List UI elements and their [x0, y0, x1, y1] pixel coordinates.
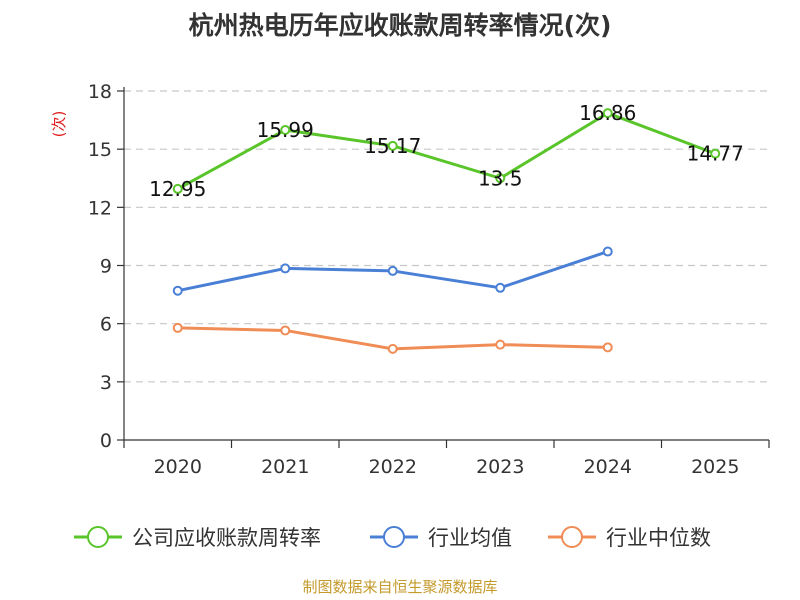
x-tick-label: 2022: [369, 456, 417, 478]
axes: 0 3 6 9 12 15 18 2020 2021 2022 2023 2024 2025: [88, 81, 770, 478]
data-point[interactable]: [602, 108, 613, 119]
x-tick-label: 2025: [691, 456, 739, 478]
data-label: 15.17: [364, 134, 421, 158]
y-tick-label: 3: [100, 372, 112, 394]
y-tick-label: 6: [100, 314, 112, 336]
data-point[interactable]: [172, 322, 183, 333]
data-point[interactable]: [280, 325, 291, 336]
data-point[interactable]: [172, 285, 183, 296]
data-point[interactable]: [387, 265, 398, 276]
data-point[interactable]: [710, 148, 721, 159]
chart-title: 杭州热电历年应收账款周转率情况(次): [188, 11, 612, 40]
data-label: 12.95: [149, 177, 206, 201]
legend-label[interactable]: 行业均值: [428, 526, 512, 550]
data-label: 14.77: [687, 142, 744, 166]
y-tick-label: 0: [100, 430, 112, 452]
data-label: 13.5: [478, 166, 523, 190]
legend-marker[interactable]: [87, 526, 109, 548]
legend-marker[interactable]: [383, 526, 405, 548]
data-label: 16.86: [579, 101, 636, 125]
data-point[interactable]: [172, 183, 183, 194]
y-tick-label: 18: [88, 81, 112, 103]
data-point[interactable]: [280, 124, 291, 135]
data-point[interactable]: [602, 246, 613, 257]
source-note: 制图数据来自恒生聚源数据库: [302, 578, 498, 596]
data-point[interactable]: [387, 140, 398, 151]
data-point[interactable]: [495, 282, 506, 293]
legend: 公司应收账款周转率 行业均值 行业中位数: [74, 526, 711, 550]
data-label: 15.99: [257, 118, 314, 142]
data-point[interactable]: [495, 173, 506, 184]
legend-marker[interactable]: [561, 526, 583, 548]
x-tick-label: 2023: [476, 456, 524, 478]
gridlines: [124, 90, 769, 383]
data-point[interactable]: [602, 342, 613, 353]
legend-label[interactable]: 公司应收账款周转率: [132, 526, 321, 550]
y-tick-label: 9: [100, 256, 112, 278]
data-point[interactable]: [495, 339, 506, 350]
data-point[interactable]: [280, 263, 291, 274]
x-tick-label: 2021: [261, 456, 309, 478]
y-tick-label: 12: [88, 197, 112, 219]
x-tick-label: 2024: [584, 456, 632, 478]
y-tick-label: 15: [88, 139, 112, 161]
series-line-0: [177, 111, 716, 191]
y-axis-label: (次): [50, 111, 68, 138]
legend-label[interactable]: 行业中位数: [606, 526, 711, 550]
series-layer: 12.95 15.99 15.17 13.5 16.86 14.77: [149, 101, 744, 354]
data-point[interactable]: [387, 343, 398, 354]
x-tick-label: 2020: [154, 456, 202, 478]
